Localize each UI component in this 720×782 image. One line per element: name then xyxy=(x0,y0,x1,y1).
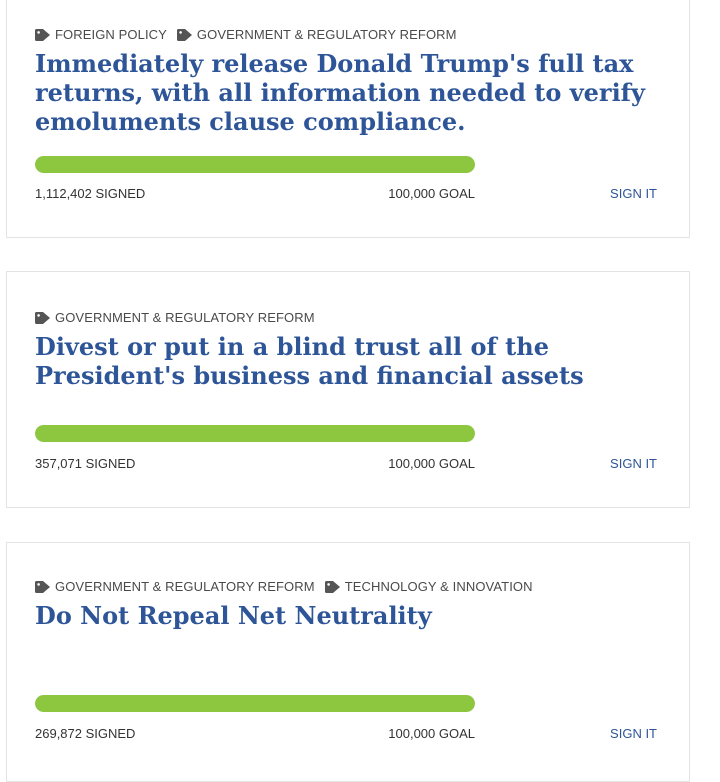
progress-bar xyxy=(35,425,475,442)
petition-stats: 1,112,402 SIGNED 100,000 GOAL SIGN IT xyxy=(35,186,657,204)
petition-stats: 269,872 SIGNED 100,000 GOAL SIGN IT xyxy=(35,726,657,744)
petition-title[interactable]: Do Not Repeal Net Neutrality xyxy=(35,601,432,630)
sign-it-link[interactable]: SIGN IT xyxy=(610,186,657,201)
petition-card: GOVERNMENT & REGULATORY REFORM Divest or… xyxy=(6,271,690,508)
tag-list: GOVERNMENT & REGULATORY REFORM TECHNOLOG… xyxy=(35,579,533,594)
tag-government-regulatory-reform[interactable]: GOVERNMENT & REGULATORY REFORM xyxy=(176,27,457,42)
sign-it-link[interactable]: SIGN IT xyxy=(610,726,657,741)
tag-list: FOREIGN POLICY GOVERNMENT & REGULATORY R… xyxy=(35,27,457,42)
progress-bar-fill xyxy=(35,425,475,442)
tag-foreign-policy[interactable]: FOREIGN POLICY xyxy=(35,27,167,42)
sign-it-link[interactable]: SIGN IT xyxy=(610,456,657,471)
tag-icon xyxy=(324,580,340,593)
progress-bar xyxy=(35,695,475,712)
tag-label: TECHNOLOGY & INNOVATION xyxy=(344,579,533,594)
petition-card: FOREIGN POLICY GOVERNMENT & REGULATORY R… xyxy=(6,0,690,238)
petition-card: GOVERNMENT & REGULATORY REFORM TECHNOLOG… xyxy=(6,542,690,782)
tag-technology-innovation[interactable]: TECHNOLOGY & INNOVATION xyxy=(324,579,533,594)
petition-title[interactable]: Divest or put in a blind trust all of th… xyxy=(35,332,584,390)
petition-title[interactable]: Immediately release Donald Trump's full … xyxy=(35,49,645,136)
progress-bar-fill xyxy=(35,156,475,173)
tag-label: GOVERNMENT & REGULATORY REFORM xyxy=(55,579,315,594)
tag-icon xyxy=(35,28,50,41)
tag-list: GOVERNMENT & REGULATORY REFORM xyxy=(35,310,315,325)
petition-stats: 357,071 SIGNED 100,000 GOAL SIGN IT xyxy=(35,456,657,474)
progress-bar-fill xyxy=(35,695,475,712)
tag-icon xyxy=(35,580,50,593)
signature-goal: 100,000 GOAL xyxy=(388,456,475,471)
tag-government-regulatory-reform[interactable]: GOVERNMENT & REGULATORY REFORM xyxy=(35,310,315,325)
tag-icon xyxy=(35,311,50,324)
signature-count: 1,112,402 SIGNED xyxy=(35,186,146,201)
signature-count: 357,071 SIGNED xyxy=(35,456,136,471)
tag-government-regulatory-reform[interactable]: GOVERNMENT & REGULATORY REFORM xyxy=(35,579,315,594)
tag-icon xyxy=(176,28,192,41)
tag-label: FOREIGN POLICY xyxy=(55,27,167,42)
tag-label: GOVERNMENT & REGULATORY REFORM xyxy=(196,27,457,42)
signature-goal: 100,000 GOAL xyxy=(388,186,475,201)
signature-count: 269,872 SIGNED xyxy=(35,726,136,741)
tag-label: GOVERNMENT & REGULATORY REFORM xyxy=(55,310,315,325)
progress-bar xyxy=(35,156,475,173)
signature-goal: 100,000 GOAL xyxy=(388,726,475,741)
